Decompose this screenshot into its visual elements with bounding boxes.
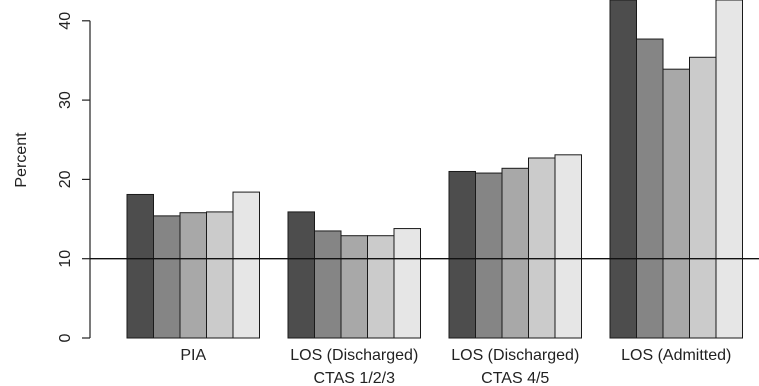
y-tick-label: 10 bbox=[57, 250, 74, 268]
bar bbox=[393, 228, 421, 339]
bars bbox=[126, 0, 743, 339]
bar bbox=[501, 167, 529, 339]
bar bbox=[179, 212, 207, 339]
bar bbox=[232, 191, 260, 339]
y-axis: 0 10 20 30 40 bbox=[57, 12, 91, 342]
bar bbox=[528, 157, 556, 339]
bar bbox=[662, 68, 690, 339]
bar bbox=[475, 172, 503, 339]
bar bbox=[448, 170, 476, 339]
category-label: LOS (Discharged) bbox=[451, 347, 579, 364]
category-label: LOS (Admitted) bbox=[621, 347, 731, 364]
bar bbox=[609, 0, 637, 339]
y-tick-label: 0 bbox=[57, 333, 74, 342]
bar bbox=[689, 56, 717, 339]
bar bbox=[636, 38, 664, 339]
y-tick-label: 20 bbox=[57, 170, 74, 188]
category-labels: PIA LOS (Discharged) CTAS 1/2/3 LOS (Discha… bbox=[180, 347, 731, 386]
bar-group bbox=[609, 0, 743, 339]
bar-group bbox=[287, 211, 421, 339]
bar bbox=[206, 211, 234, 339]
bar-group bbox=[448, 154, 582, 339]
bar bbox=[367, 235, 395, 339]
bar bbox=[314, 230, 342, 339]
category-label: CTAS 1/2/3 bbox=[313, 370, 395, 386]
bar bbox=[554, 154, 582, 339]
y-tick-label: 30 bbox=[57, 91, 74, 109]
bar bbox=[153, 215, 181, 339]
category-label: LOS (Discharged) bbox=[290, 347, 418, 364]
bar bbox=[340, 235, 368, 339]
y-axis-label: Percent bbox=[13, 132, 30, 188]
category-label: CTAS 4/5 bbox=[481, 370, 549, 386]
bar-group bbox=[126, 191, 260, 339]
category-label: PIA bbox=[180, 347, 206, 364]
bar bbox=[715, 0, 743, 339]
y-tick-label: 40 bbox=[57, 12, 74, 30]
bar bbox=[126, 193, 154, 339]
bar bbox=[287, 211, 315, 339]
